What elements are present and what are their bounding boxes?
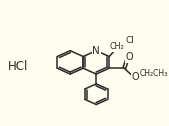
Text: N: N xyxy=(92,46,100,56)
Text: CH₂: CH₂ xyxy=(110,42,124,51)
Text: O: O xyxy=(131,72,139,82)
Text: HCl: HCl xyxy=(8,60,28,73)
Text: CH₂CH₃: CH₂CH₃ xyxy=(139,69,167,78)
Text: O: O xyxy=(126,52,134,62)
Text: Cl: Cl xyxy=(125,36,134,45)
